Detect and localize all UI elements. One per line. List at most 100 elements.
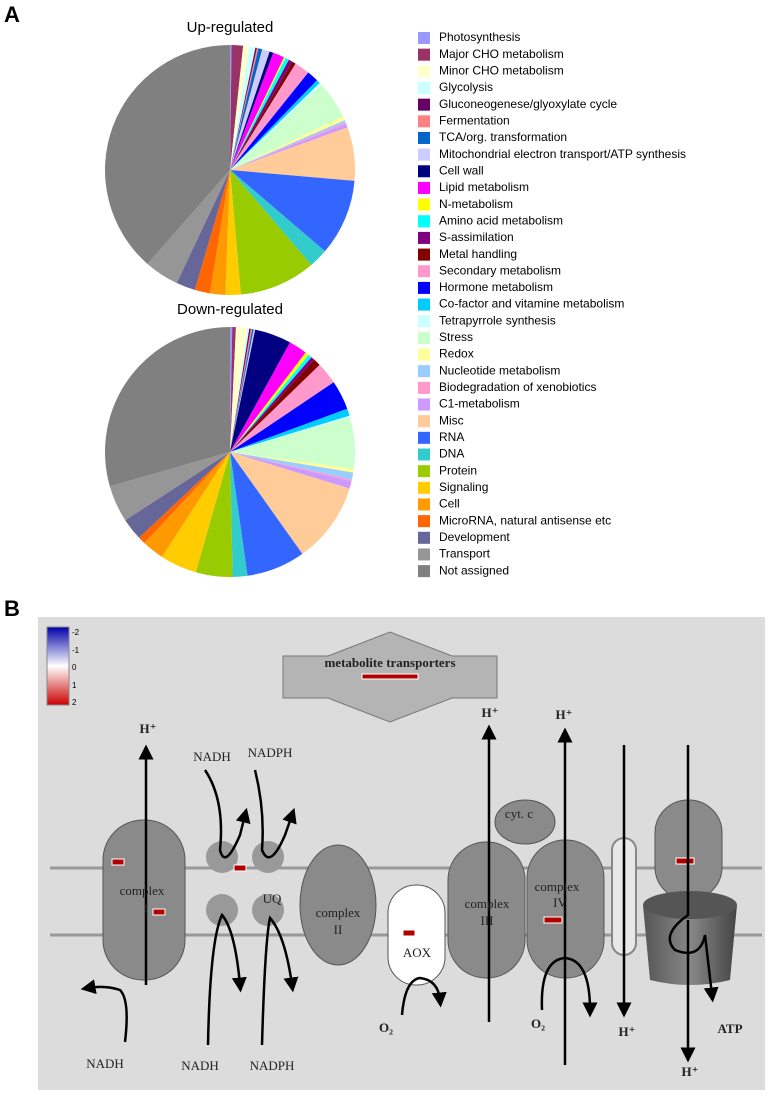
- pie-slice: [230, 120, 346, 170]
- legend-label: Misc: [439, 413, 464, 427]
- uq-label: UQ: [263, 891, 282, 906]
- pie-slice: [230, 45, 232, 170]
- legend-label: Biodegradation of xenobiotics: [439, 380, 596, 394]
- legend-swatch: [418, 481, 430, 494]
- pie-slice: [209, 170, 230, 295]
- pie-slice: [230, 80, 320, 170]
- pie-slice: [230, 47, 257, 171]
- legend-label: Co-factor and vitamine metabolism: [439, 297, 624, 311]
- pie-slice: [230, 49, 270, 170]
- legend-swatch: [418, 365, 430, 378]
- pie-slice: [230, 327, 248, 452]
- legend-swatch: [418, 131, 430, 144]
- legend-swatch: [418, 248, 430, 261]
- pie-slice: [230, 46, 256, 171]
- pie-slice: [230, 72, 318, 170]
- legend-label: Lipid metabolism: [439, 180, 529, 194]
- legend-swatch: [418, 115, 430, 128]
- legend-swatch: [418, 398, 430, 411]
- pie-slice: [230, 170, 355, 252]
- legend-label: Redox: [439, 347, 474, 361]
- pie-slice: [230, 328, 251, 452]
- pie-slice: [144, 452, 230, 557]
- pie-slice: [230, 84, 344, 170]
- pie-slice: [230, 328, 253, 452]
- pie-slice: [225, 170, 241, 296]
- pie-slice: [230, 327, 233, 452]
- transport-label: metabolite transporters: [324, 655, 455, 670]
- pie-slice: [230, 170, 325, 265]
- scale-label: -1: [72, 646, 80, 655]
- legend-swatch: [418, 315, 430, 328]
- legend-label: Not assigned: [439, 563, 509, 577]
- complex-label: I: [144, 901, 148, 916]
- legend-label: Cell wall: [439, 163, 484, 177]
- legend-label: Secondary metabolism: [439, 263, 561, 277]
- pie-slice: [230, 57, 289, 171]
- legend-swatch: [418, 298, 430, 311]
- pie-slice: [230, 415, 351, 452]
- arrow: [206, 912, 247, 1046]
- molecule-label: NADH: [193, 749, 231, 764]
- pie-slice: [230, 45, 244, 170]
- pie-slice: [230, 45, 250, 171]
- pie-slice: [230, 57, 286, 170]
- molecule-label: NADH: [86, 1056, 124, 1071]
- legend-swatch: [418, 265, 430, 278]
- legend-label: Mitochondrial electron transport/ATP syn…: [439, 147, 686, 161]
- pie-slice: [230, 59, 293, 170]
- pie-slice: [230, 329, 256, 452]
- legend-swatch: [418, 515, 430, 528]
- legend-label: Hormone metabolism: [439, 280, 553, 294]
- pie-slice: [230, 122, 347, 170]
- legend-label: Minor CHO metabolism: [439, 63, 564, 77]
- legend-label: Gluconeogenese/glyoxylate cycle: [439, 97, 617, 111]
- complex-ii: [299, 844, 377, 966]
- legend-label: Photosynthesis: [439, 30, 520, 44]
- legend-label: N-metabolism: [439, 197, 513, 211]
- pie-slice: [230, 452, 350, 554]
- pie-charts: Up-regulated Down-regulated: [104, 19, 355, 577]
- pie-title: Down-regulated: [177, 301, 283, 318]
- expression-marker: [361, 673, 419, 680]
- pie-slice: [230, 328, 254, 452]
- pie-slice: [230, 342, 306, 452]
- legend-swatch: [418, 281, 430, 294]
- complex-label: AOX: [403, 945, 432, 960]
- arrow: [668, 745, 719, 1003]
- ion-label: H⁺: [140, 721, 157, 736]
- ion-label: H⁺: [556, 707, 573, 722]
- legend-swatch: [418, 81, 430, 94]
- legend-label: Glycolysis: [439, 80, 493, 94]
- pie-slice: [230, 82, 322, 170]
- complex-label: complex: [316, 905, 361, 920]
- ion-label: H⁺: [619, 1024, 636, 1039]
- expression-marker: [675, 857, 695, 865]
- aox: [387, 884, 446, 986]
- legend-swatch: [418, 431, 430, 444]
- pie-slice: [230, 357, 315, 452]
- pie-slice: [230, 354, 312, 452]
- pie-slice: [230, 352, 309, 452]
- diagram: -2 -1 0 1 2 metabolite transporters: [38, 617, 765, 1090]
- pie-slice: [139, 452, 230, 544]
- pie-slice: [230, 452, 303, 576]
- legend-label: C1-metabolism: [439, 397, 520, 411]
- pie-slice: [230, 327, 236, 452]
- pie-slice: [230, 116, 345, 170]
- molecule-label: NADPH: [250, 1058, 295, 1073]
- arrow: [400, 976, 447, 1016]
- complex-label: IV: [553, 895, 567, 910]
- pie-slice: [230, 51, 274, 170]
- pie-slice: [230, 417, 355, 469]
- pie-slice: [161, 452, 230, 573]
- pie-slice: [230, 452, 248, 577]
- legend-swatch: [418, 215, 430, 228]
- expression-marker: [233, 864, 247, 872]
- legend-swatch: [418, 231, 430, 244]
- molecule-label: NADPH: [248, 745, 293, 760]
- pie-slice: [230, 47, 259, 171]
- legend-label: MicroRNA, natural antisense etc: [439, 513, 611, 527]
- color-scale: [46, 626, 70, 706]
